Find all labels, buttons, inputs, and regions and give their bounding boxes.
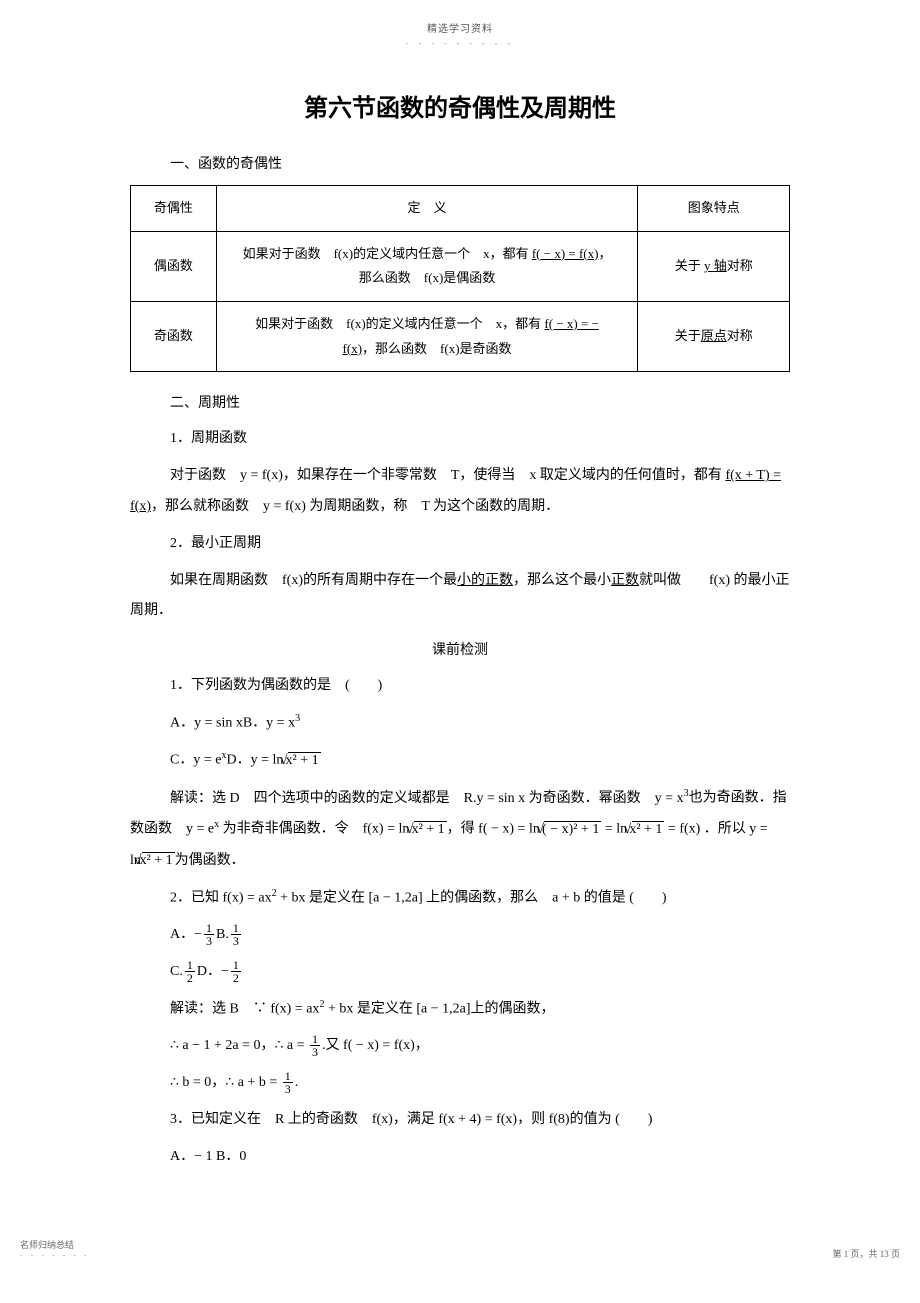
footer-right: 第 1 页，共 13 页 — [832, 1247, 900, 1260]
section-1-heading: 一、函数的奇偶性 — [170, 153, 790, 173]
cell-even-def: 如果对于函数 f(x)的定义域内任意一个 x，都有 f( − x) = f(x)… — [216, 231, 638, 301]
th-parity: 奇偶性 — [131, 186, 217, 232]
table-row: 偶函数 如果对于函数 f(x)的定义域内任意一个 x，都有 f( − x) = … — [131, 231, 790, 301]
q2-ans-3: ∴ b = 0，∴ a + b = 13. — [170, 1068, 790, 1099]
section-2-heading: 二、周期性 — [170, 392, 790, 412]
cell-even: 偶函数 — [131, 231, 217, 301]
cell-even-feature: 关于 y 轴对称 — [638, 231, 790, 301]
q1-opts-ab: A．y = sin xB．y = x3 — [170, 708, 790, 739]
document-page: 精选学习资料 - - - - - - - - - 第六节函数的奇偶性及周期性 一… — [0, 0, 920, 1280]
q3-stem: 3．已知定义在 R 上的奇函数 f(x)，满足 f(x + 4) = f(x)，… — [170, 1105, 790, 1136]
q2-stem: 2．已知 f(x) = ax2 + bx 是定义在 [a − 1,2a] 上的偶… — [170, 883, 790, 914]
watermark-text: 精选学习资料 — [130, 20, 790, 35]
footer-left: 名师归纳总结 - - - - - - - — [20, 1238, 90, 1260]
periodic-2-body: 如果在周期函数 f(x)的所有周期中存在一个最小的正数，那么这个最小正数就叫做 … — [130, 566, 790, 628]
cell-odd: 奇函数 — [131, 302, 217, 372]
q2-opts-ab: A．−13B.13 — [170, 920, 790, 951]
watermark-dots: - - - - - - - - - — [130, 39, 790, 48]
q1-answer: 解读：选 D 四个选项中的函数的定义域都是 R.y = sin x 为奇函数．幂… — [130, 783, 790, 877]
q2-ans-2: ∴ a − 1 + 2a = 0，∴ a = 13.又 f( − x) = f(… — [170, 1031, 790, 1062]
q1-stem: 1．下列函数为偶函数的是 ( ) — [170, 671, 790, 702]
q1-opts-cd: C．y = exD．y = ln x² + 1 — [170, 745, 790, 776]
q3-opts: A．− 1 B．0 — [170, 1142, 790, 1173]
q2-ans-1: 解读：选 B ∵ f(x) = ax2 + bx 是定义在 [a − 1,2a]… — [170, 994, 790, 1025]
page-title: 第六节函数的奇偶性及周期性 — [130, 88, 790, 123]
periodic-1-label: 1．周期函数 — [170, 424, 790, 455]
th-feature: 图象特点 — [638, 186, 790, 232]
q2-opts-cd: C.12D．−12 — [170, 957, 790, 988]
table-row: 奇函数 如果对于函数 f(x)的定义域内任意一个 x，都有 f( − x) = … — [131, 302, 790, 372]
cell-odd-feature: 关于原点对称 — [638, 302, 790, 372]
pretest-heading: 课前检测 — [130, 639, 790, 659]
periodic-1-body: 对于函数 y = f(x)，如果存在一个非零常数 T，使得当 x 取定义域内的任… — [130, 461, 790, 523]
table-row: 奇偶性 定 义 图象特点 — [131, 186, 790, 232]
th-def: 定 义 — [216, 186, 638, 232]
periodic-2-label: 2．最小正周期 — [170, 529, 790, 560]
cell-odd-def: 如果对于函数 f(x)的定义域内任意一个 x，都有 f( − x) = − f(… — [216, 302, 638, 372]
parity-table: 奇偶性 定 义 图象特点 偶函数 如果对于函数 f(x)的定义域内任意一个 x，… — [130, 185, 790, 372]
